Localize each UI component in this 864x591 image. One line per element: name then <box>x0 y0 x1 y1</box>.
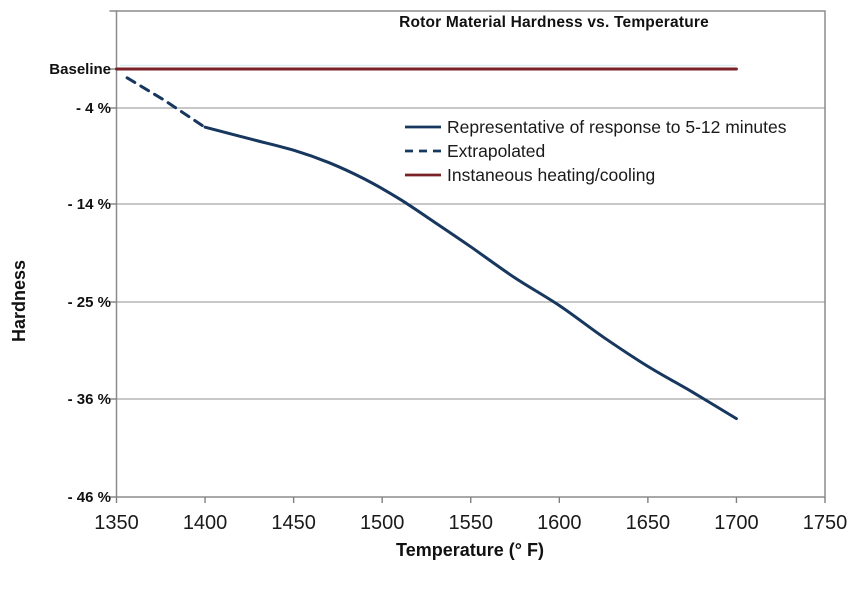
x-tick-label: 1750 <box>803 512 848 534</box>
y-tick-label: - 36 % <box>68 391 111 408</box>
legend-item-label: Instaneous heating/cooling <box>447 165 655 185</box>
x-tick-label: 1650 <box>626 512 671 534</box>
legend: Representative of response to 5-12 minut… <box>405 117 787 185</box>
legend-item-label: Extrapolated <box>447 141 545 161</box>
tick-labels-layer: Baseline - 4 % - 14 % - 25 % - 36 % - 46 % 135… <box>49 61 847 534</box>
x-tick-label: 1700 <box>714 512 759 534</box>
series-line-dashed-blue <box>125 76 205 128</box>
x-tick-label: 1400 <box>183 512 228 534</box>
plot-area-border <box>115 10 826 498</box>
y-tick-label: - 25 % <box>68 294 111 311</box>
legend-item-label: Representative of response to 5-12 minut… <box>447 117 787 137</box>
y-tick-label: - 14 % <box>68 196 111 213</box>
y-tick-label: - 4 % <box>76 100 111 117</box>
y-tick-label: - 46 % <box>68 489 111 506</box>
x-tick-label: 1450 <box>271 512 316 534</box>
y-axis-title: Hardness <box>9 260 29 342</box>
x-axis-title: Temperature (° F) <box>396 540 544 560</box>
axis-ticks-layer <box>109 10 826 503</box>
series-line-solid-blue <box>203 125 738 421</box>
legend-item: Extrapolated <box>405 141 545 161</box>
x-tick-label: 1500 <box>360 512 405 534</box>
x-tick-label: 1600 <box>537 512 582 534</box>
gridlines-layer <box>116 107 825 400</box>
x-tick-label: 1550 <box>449 512 494 534</box>
legend-item: Instaneous heating/cooling <box>405 165 655 185</box>
chart-title: Rotor Material Hardness vs. Temperature <box>399 14 709 31</box>
series-layer <box>115 64 738 421</box>
x-tick-label: 1350 <box>94 512 139 534</box>
legend-item: Representative of response to 5-12 minut… <box>405 117 787 137</box>
y-tick-label: Baseline <box>49 61 111 78</box>
